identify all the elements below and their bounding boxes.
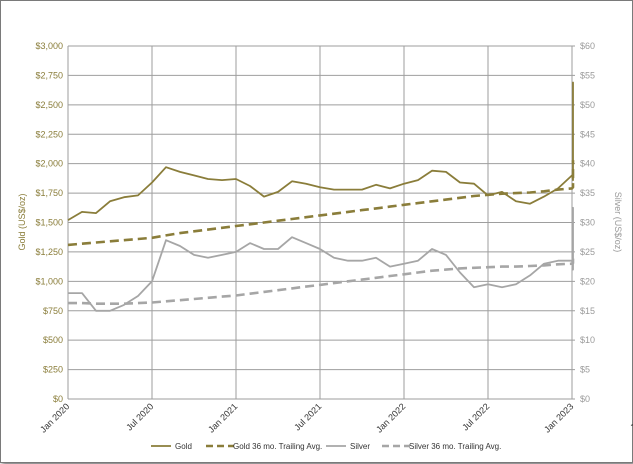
right-tick-label: $35	[580, 188, 595, 198]
legend-label: Silver 36 mo. Trailing Avg.	[409, 442, 501, 451]
left-tick-label: $1,750	[35, 188, 63, 198]
legend-label: Gold	[175, 442, 192, 451]
left-tick-label: $1,000	[35, 276, 63, 286]
right-tick-label: $55	[580, 70, 595, 80]
left-tick-label: $3,000	[35, 41, 63, 51]
right-axis-title: Silver (US$/oz)	[613, 192, 623, 253]
left-tick-label: $500	[43, 335, 63, 345]
x-tick-label: Jul 2021	[292, 401, 323, 432]
right-tick-label: $5	[580, 365, 590, 375]
right-tick-label: $15	[580, 306, 595, 316]
left-axis-title: Gold (US$/oz)	[17, 193, 27, 250]
legend-label: Silver	[350, 442, 370, 451]
left-tick-label: $1,500	[35, 218, 63, 228]
right-tick-label: $20	[580, 276, 595, 286]
x-tick-label: Jul 2022	[460, 401, 491, 432]
silver-36-mo-trailing-avg-line	[68, 254, 575, 306]
x-tick-label: Jan 2021	[206, 401, 239, 434]
left-tick-label: $2,250	[35, 129, 63, 139]
right-tick-label: $25	[580, 247, 595, 257]
left-tick-label: $0	[53, 394, 63, 404]
x-tick-label: Jan 2020	[38, 401, 71, 434]
left-tick-label: $2,000	[35, 159, 63, 169]
x-tick-label: Jul 2020	[124, 401, 155, 432]
x-tick-label: Jul 2023	[628, 401, 633, 432]
right-tick-label: $50	[580, 100, 595, 110]
x-tick-label: Jan 2022	[374, 401, 407, 434]
right-tick-label: $60	[580, 41, 595, 51]
series-lines	[67, 81, 575, 312]
right-tick-label: $30	[580, 218, 595, 228]
left-tick-label: $250	[43, 365, 63, 375]
gold-line	[67, 81, 574, 221]
grid-lines	[67, 45, 575, 400]
left-tick-label: $2,500	[35, 100, 63, 110]
x-tick-label: Jan 2023	[542, 401, 575, 434]
right-axis: $0 $5 $10 $15 $20 $25 $30 $35 $40 $45 $50 $55 $60	[580, 41, 595, 404]
right-tick-label: $45	[580, 129, 595, 139]
left-tick-label: $2,750	[35, 70, 63, 80]
right-tick-label: $0	[580, 394, 590, 404]
x-axis: Jan 2020 Jul 2020 Jan 2021 Jul 2021 Jan 2022…	[38, 401, 633, 434]
left-tick-label: $750	[43, 306, 63, 316]
gold-36-mo-trailing-avg-line	[67, 160, 575, 247]
left-tick-label: $1,250	[35, 247, 63, 257]
left-axis: $0 $250 $500 $750 $1,000 $1,250 $1,500 $1,750 $2…	[35, 41, 63, 404]
right-tick-label: $10	[580, 335, 595, 345]
legend: Gold Gold 36 mo. Trailing Avg. Silver Silve…	[151, 442, 501, 451]
right-tick-label: $40	[580, 159, 595, 169]
legend-label: Gold 36 mo. Trailing Avg.	[233, 442, 322, 451]
